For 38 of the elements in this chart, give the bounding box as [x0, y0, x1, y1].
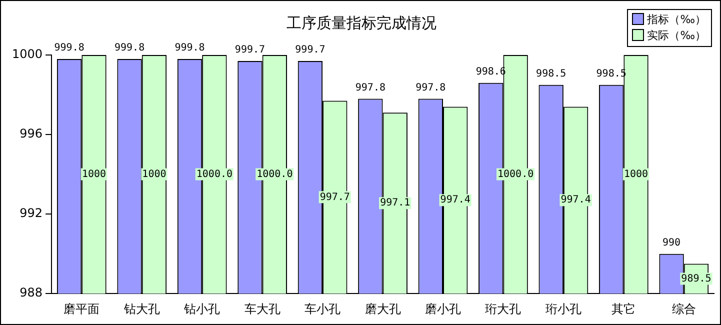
x-tick-label: 其它 [612, 302, 636, 316]
data-label: 997.7 [320, 192, 350, 203]
x-tick-label: 车大孔 [244, 302, 280, 316]
data-label: 1000.0 [196, 168, 233, 180]
data-label: 990 [662, 237, 681, 248]
data-label: 989.5 [681, 273, 712, 284]
x-tick-label: 车小孔 [304, 302, 341, 316]
legend-label: 实际（‰） [647, 29, 706, 42]
data-label: 997.8 [355, 82, 386, 94]
y-tick-label: 996 [20, 126, 43, 141]
x-tick-label: 磨大孔 [364, 302, 401, 316]
data-label: 1000.0 [256, 168, 293, 180]
x-tick-label: 磨小孔 [424, 302, 461, 316]
data-label: 999.8 [174, 42, 205, 54]
data-label: 997.1 [380, 198, 410, 209]
data-label: 1000 [142, 168, 166, 180]
data-label: 997.4 [440, 194, 470, 206]
x-tick-label: 磨平面 [64, 302, 100, 316]
data-label: 999.7 [234, 44, 266, 56]
y-tick-label: 992 [20, 206, 43, 220]
legend-label: 指标（‰） [647, 13, 706, 26]
data-label: 997.8 [416, 82, 446, 94]
data-label: 997.4 [560, 194, 591, 206]
data-label: 1000 [624, 168, 648, 180]
data-label: 999.7 [295, 44, 326, 56]
y-tick-label: 988 [20, 286, 43, 300]
data-label: 1000.0 [498, 168, 534, 180]
x-tick-label: 钻小孔 [183, 302, 220, 316]
x-tick-label: 综合 [672, 302, 696, 316]
data-label: 999.8 [54, 42, 84, 54]
y-tick-label: 1000 [12, 47, 43, 62]
data-label: 1000 [82, 168, 106, 180]
x-tick-label: 珩小孔 [545, 302, 582, 316]
data-label: 999.8 [114, 42, 145, 54]
x-tick-label: 钻大孔 [122, 302, 160, 316]
x-tick-label: 珩大孔 [485, 302, 522, 316]
chart-title: 工序质量指标完成情况 [286, 14, 436, 32]
data-label: 998.5 [536, 68, 566, 80]
